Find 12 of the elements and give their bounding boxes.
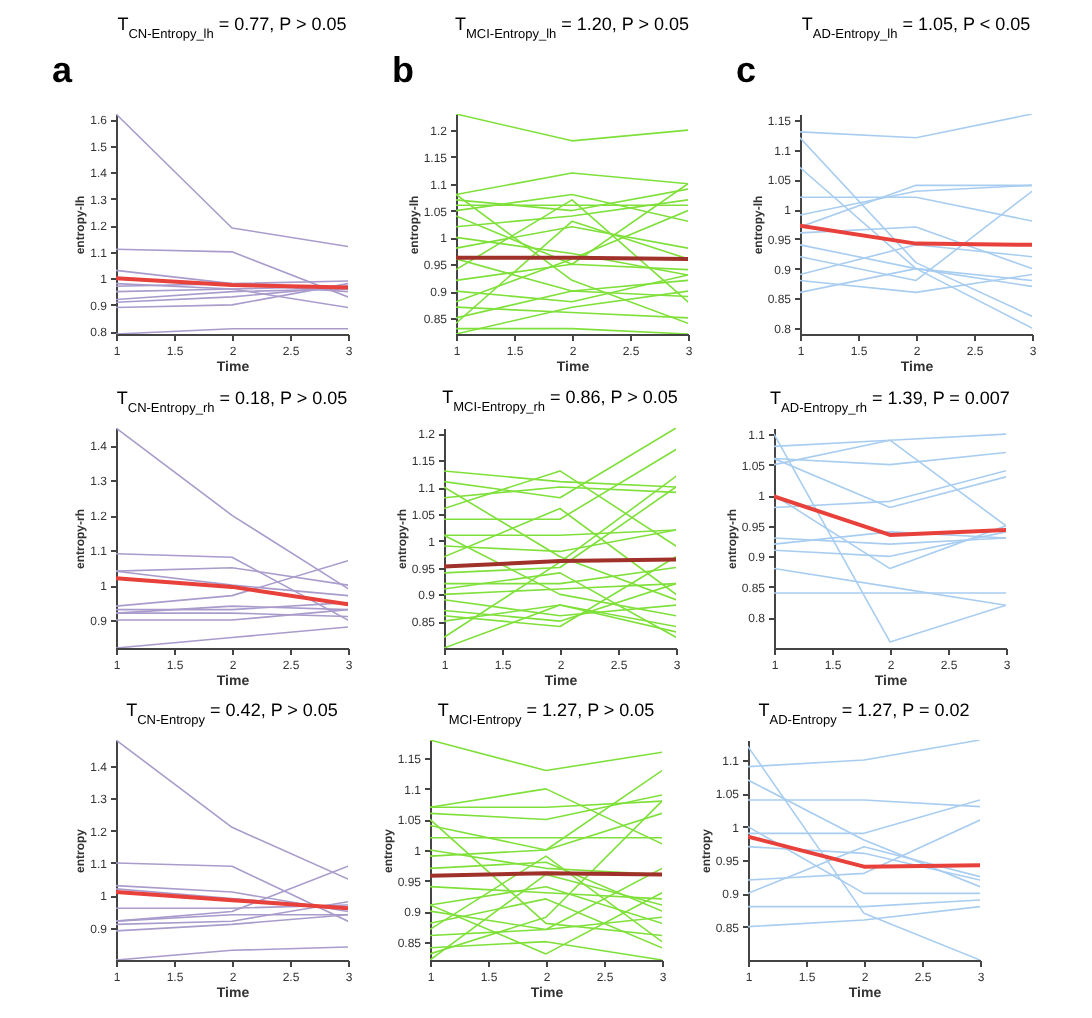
chart-title: T$_{MCI-Entropy_lh}$ = 1.20, P > 0.05 bbox=[454, 14, 690, 41]
chart-title: T$_{CN-Entropy_lh}$ = 0.77, P > 0.05 bbox=[117, 14, 347, 41]
text: b bbox=[392, 50, 414, 90]
text: c bbox=[736, 50, 757, 90]
chart-title: T$_{AD-Entropy}$ = 1.27, P = 0.02 bbox=[758, 700, 970, 727]
chart-title: T$_{CN-Entropy_rh}$ = 0.18, P > 0.05 bbox=[116, 388, 348, 415]
text: a bbox=[52, 50, 74, 90]
chart-title: T$_{AD-Entropy_rh}$ = 1.39, P = 0.007 bbox=[770, 388, 1010, 415]
chart-title: T$_{MCI-Entropy_rh}$ = 0.86, P > 0.05 bbox=[442, 387, 678, 415]
chart-title: T$_{AD-Entropy_lh}$ = 1.05, P < 0.05 bbox=[801, 14, 1031, 41]
chart-title: T$_{MCI-Entropy}$ = 1.27, P > 0.05 bbox=[437, 700, 655, 727]
chart-title: T$_{CN-Entropy}$ = 0.42, P > 0.05 bbox=[126, 700, 338, 727]
